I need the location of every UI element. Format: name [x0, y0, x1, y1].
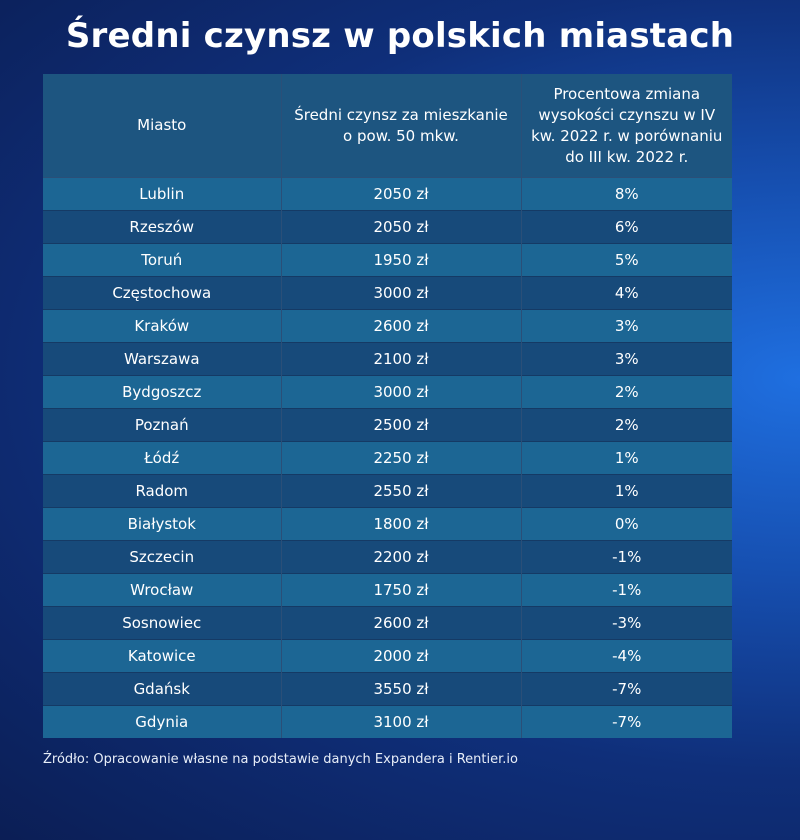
- cell-rent: 2000 zł: [281, 639, 522, 673]
- cell-change: -7%: [521, 705, 732, 738]
- cell-rent: 2600 zł: [281, 309, 522, 343]
- table-row: Radom 2550 zł 1%: [43, 474, 732, 508]
- cell-rent: 3100 zł: [281, 705, 522, 738]
- cell-rent: 3550 zł: [281, 672, 522, 706]
- table-header-row: Miasto Średni czynsz za mieszkanie o pow…: [43, 74, 732, 178]
- cell-rent: 1750 zł: [281, 573, 522, 607]
- cell-rent: 2600 zł: [281, 606, 522, 640]
- cell-rent: 2550 zł: [281, 474, 522, 508]
- cell-rent: 2500 zł: [281, 408, 522, 442]
- table-row: Łódź 2250 zł 1%: [43, 441, 732, 475]
- cell-city: Toruń: [43, 243, 282, 277]
- cell-city: Gdańsk: [43, 672, 282, 706]
- cell-city: Białystok: [43, 507, 282, 541]
- cell-city: Warszawa: [43, 342, 282, 376]
- page-title: Średni czynsz w polskich miastach: [65, 16, 735, 56]
- cell-change: 2%: [521, 408, 732, 442]
- cell-rent: 2100 zł: [281, 342, 522, 376]
- cell-change: -3%: [521, 606, 732, 640]
- cell-rent: 3000 zł: [281, 375, 522, 409]
- cell-city: Katowice: [43, 639, 282, 673]
- table-row: Białystok 1800 zł 0%: [43, 507, 732, 541]
- cell-rent: 1800 zł: [281, 507, 522, 541]
- cell-rent: 2250 zł: [281, 441, 522, 475]
- table-row: Rzeszów 2050 zł 6%: [43, 210, 732, 244]
- cell-city: Poznań: [43, 408, 282, 442]
- table-row: Częstochowa 3000 zł 4%: [43, 276, 732, 310]
- cell-city: Radom: [43, 474, 282, 508]
- cell-city: Gdynia: [43, 705, 282, 738]
- cell-change: 1%: [521, 474, 732, 508]
- cell-city: Częstochowa: [43, 276, 282, 310]
- table-row: Gdańsk 3550 zł -7%: [43, 672, 732, 706]
- table-row: Gdynia 3100 zł -7%: [43, 705, 732, 738]
- cell-city: Kraków: [43, 309, 282, 343]
- cell-city: Sosnowiec: [43, 606, 282, 640]
- cell-change: 4%: [521, 276, 732, 310]
- cell-change: -1%: [521, 573, 732, 607]
- cell-change: 0%: [521, 507, 732, 541]
- table-row: Wrocław 1750 zł -1%: [43, 573, 732, 607]
- cell-city: Bydgoszcz: [43, 375, 282, 409]
- table-row: Poznań 2500 zł 2%: [43, 408, 732, 442]
- cell-city: Rzeszów: [43, 210, 282, 244]
- table-row: Szczecin 2200 zł -1%: [43, 540, 732, 574]
- cell-city: Wrocław: [43, 573, 282, 607]
- cell-rent: 2050 zł: [281, 177, 522, 211]
- cell-change: 2%: [521, 375, 732, 409]
- table-row: Lublin 2050 zł 8%: [43, 177, 732, 211]
- cell-city: Łódź: [43, 441, 282, 475]
- cell-rent: 3000 zł: [281, 276, 522, 310]
- cell-rent: 2050 zł: [281, 210, 522, 244]
- table-row: Kraków 2600 zł 3%: [43, 309, 732, 343]
- cell-city: Szczecin: [43, 540, 282, 574]
- cell-change: 1%: [521, 441, 732, 475]
- cell-change: 5%: [521, 243, 732, 277]
- cell-change: 3%: [521, 309, 732, 343]
- cell-change: -4%: [521, 639, 732, 673]
- cell-rent: 1950 zł: [281, 243, 522, 277]
- column-header-change: Procentowa zmiana wysokości czynszu w IV…: [521, 74, 732, 178]
- column-header-rent: Średni czynsz za mieszkanie o pow. 50 mk…: [281, 74, 522, 178]
- table-body: Lublin 2050 zł 8% Rzeszów 2050 zł 6% Toruń 1950…: [43, 177, 732, 738]
- cell-change: 6%: [521, 210, 732, 244]
- table-row: Bydgoszcz 3000 zł 2%: [43, 375, 732, 409]
- table-row: Toruń 1950 zł 5%: [43, 243, 732, 277]
- cell-change: 8%: [521, 177, 732, 211]
- column-header-city: Miasto: [43, 74, 282, 178]
- cell-rent: 2200 zł: [281, 540, 522, 574]
- rent-table: Miasto Średni czynsz za mieszkanie o pow…: [43, 74, 732, 738]
- cell-change: -1%: [521, 540, 732, 574]
- cell-city: Lublin: [43, 177, 282, 211]
- source-note: Źródło: Opracowanie własne na podstawie …: [43, 752, 518, 767]
- table-row: Katowice 2000 zł -4%: [43, 639, 732, 673]
- cell-change: 3%: [521, 342, 732, 376]
- table-row: Sosnowiec 2600 zł -3%: [43, 606, 732, 640]
- cell-change: -7%: [521, 672, 732, 706]
- table-row: Warszawa 2100 zł 3%: [43, 342, 732, 376]
